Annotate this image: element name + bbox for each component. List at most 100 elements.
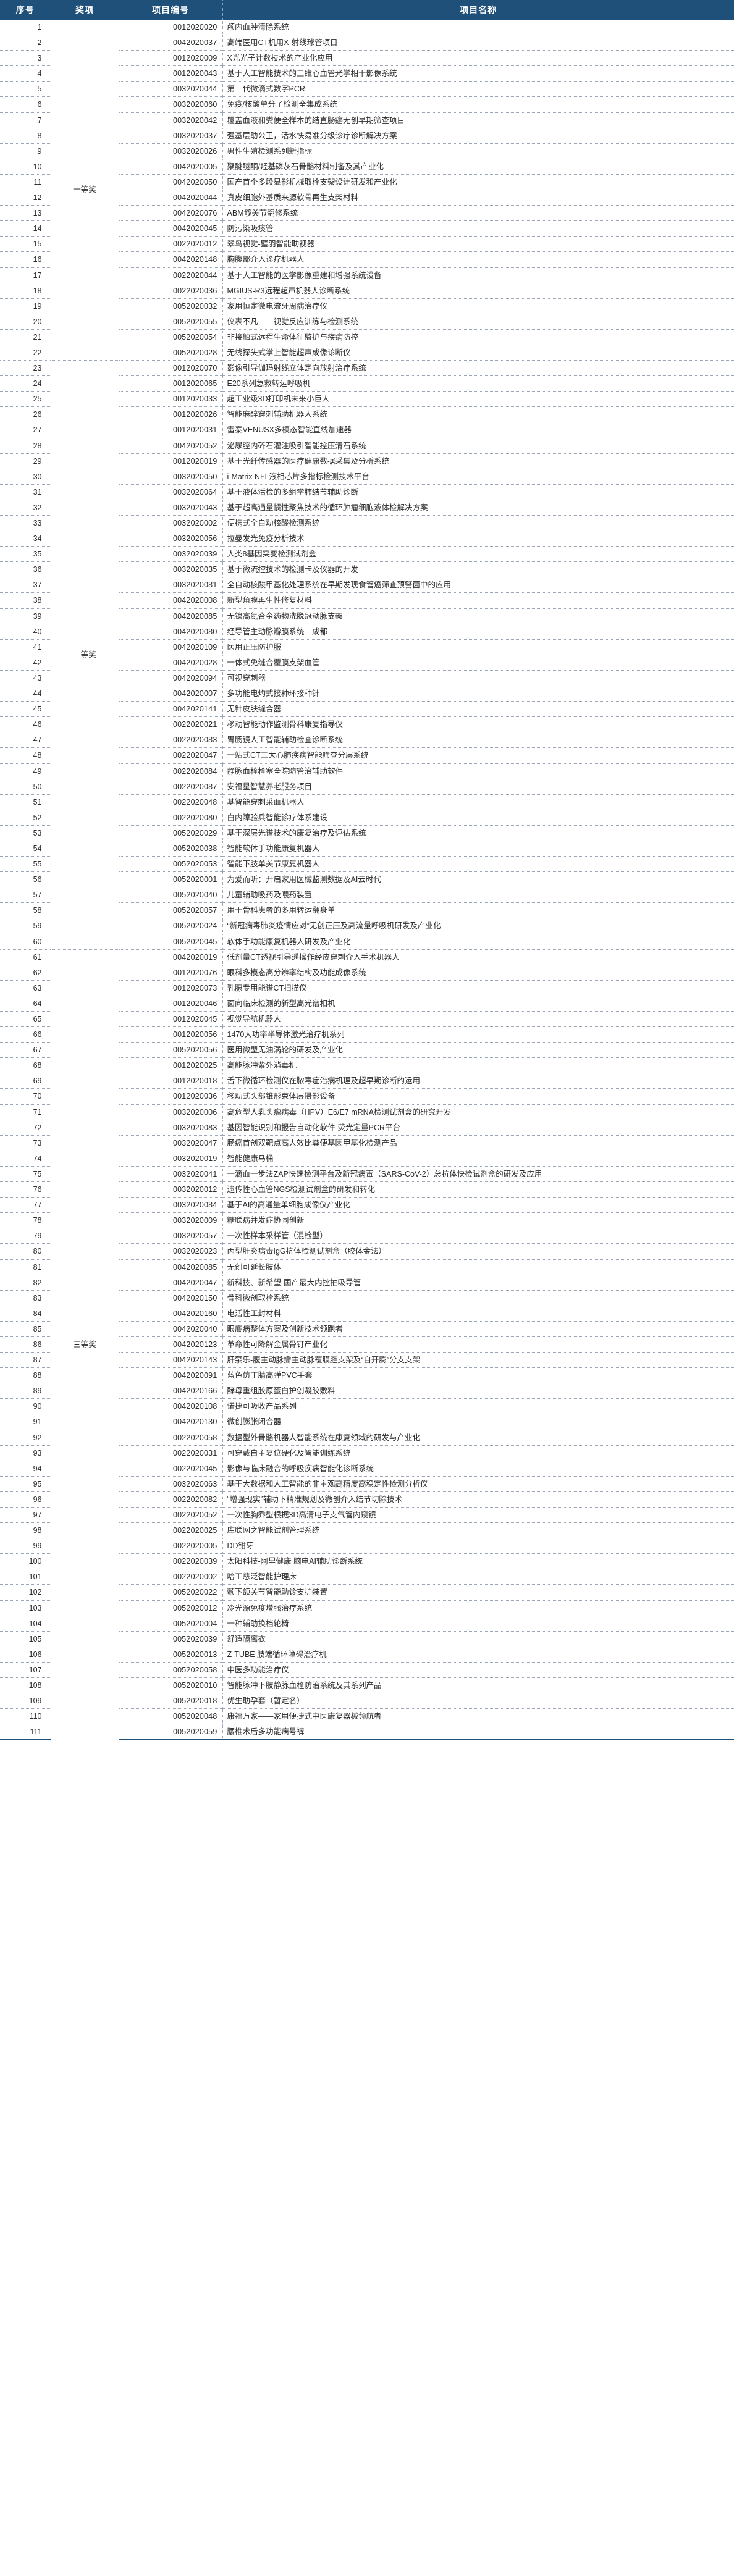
cell-project-code: 0032020026	[119, 143, 223, 159]
cell-project-name: 雷泰VENUSX多模态智能直线加速器	[222, 422, 734, 438]
cell-project-code: 0052020048	[119, 1708, 223, 1725]
cell-project-code: 0012020065	[119, 375, 223, 392]
cell-project-name: 智能麻醉穿刺辅助机器人系统	[222, 406, 734, 423]
cell-project-name: 影像与临床融合的呼吸疾病智能化诊断系统	[222, 1461, 734, 1477]
cell-project-code: 0032020035	[119, 561, 223, 578]
cell-project-code: 0052020045	[119, 934, 223, 950]
table-row: 111 0052020059 腰椎术后多功能病号裤	[0, 1724, 734, 1741]
table-row: 43 0042020094 可视穿刺器	[0, 670, 734, 687]
cell-project-code: 0052020053	[119, 856, 223, 873]
cell-award-group: 二等奖	[51, 360, 119, 950]
table-row: 71 0032020006 高危型人乳头瘤病毒（HPV）E6/E7 mRNA检测试剂…	[0, 1104, 734, 1120]
table-row: 94 0022020045 影像与临床融合的呼吸疾病智能化诊断系统	[0, 1461, 734, 1477]
cell-project-code: 0022020052	[119, 1507, 223, 1524]
table-row: 55 0052020053 智能下肢单关节康复机器人	[0, 856, 734, 873]
cell-seq: 70	[0, 1088, 51, 1105]
cell-seq: 111	[0, 1724, 51, 1741]
cell-seq: 81	[0, 1259, 51, 1275]
cell-seq: 84	[0, 1306, 51, 1322]
cell-project-name: 强基层助公卫，活水快易准分级诊疗诊断解决方案	[222, 128, 734, 144]
table-row: 38 0042020008 新型角膜再生性修复材料	[0, 592, 734, 609]
table-row: 8 0032020037 强基层助公卫，活水快易准分级诊疗诊断解决方案	[0, 128, 734, 144]
cell-seq: 32	[0, 500, 51, 516]
cell-project-name: 移动智能动作监测骨科康复指导仪	[222, 716, 734, 733]
table-row: 17 0022020044 基于人工智能的医学影像重建和增强系统设备	[0, 267, 734, 283]
cell-project-code: 0042020028	[119, 655, 223, 671]
cell-project-code: 0022020012	[119, 236, 223, 253]
table-row: 34 0032020056 拉曼发光免疫分析技术	[0, 531, 734, 547]
table-row: 83 0042020150 骨科微创取栓系统	[0, 1290, 734, 1306]
table-row: 96 0022020082 “增强现实”辅助下精准规划及微创介入结节切除技术	[0, 1491, 734, 1508]
cell-project-name: 第二代微滴式数字PCR	[222, 81, 734, 98]
cell-project-code: 0052020055	[119, 314, 223, 330]
cell-seq: 22	[0, 345, 51, 361]
award-list-document: 序号 奖项 项目编号 项目名称 1 一等奖 0012020020 颅内血肿清除系统 2 0…	[0, 0, 734, 1741]
cell-seq: 89	[0, 1383, 51, 1399]
cell-project-name: 智能软体手功能康复机器人	[222, 841, 734, 857]
cell-project-name: 安福星智慧养老服务项目	[222, 779, 734, 795]
cell-project-code: 0052020032	[119, 298, 223, 314]
cell-project-code: 0012020018	[119, 1073, 223, 1089]
cell-project-name: 可视穿刺器	[222, 670, 734, 687]
cell-seq: 83	[0, 1290, 51, 1306]
cell-project-code: 0052020038	[119, 841, 223, 857]
cell-project-name: 颅内血肿清除系统	[222, 20, 734, 36]
cell-project-code: 0052020012	[119, 1600, 223, 1616]
table-row: 6 0032020060 免疫/核酸单分子检测全集成系统	[0, 96, 734, 113]
cell-project-name: 诺捷可吸收产品系列	[222, 1398, 734, 1415]
table-row: 53 0052020029 基于深层光谱技术的康复治疗及评估系统	[0, 825, 734, 841]
cell-project-name: 一站式CT三大心肺疾病智能筛查分层系统	[222, 747, 734, 764]
cell-project-name: 胸腹部介入诊疗机器人	[222, 251, 734, 268]
cell-project-code: 0022020084	[119, 763, 223, 779]
cell-project-code: 0012020009	[119, 50, 223, 67]
cell-project-code: 0022020087	[119, 779, 223, 795]
cell-project-code: 0042020019	[119, 949, 223, 965]
cell-project-code: 0052020001	[119, 871, 223, 888]
cell-project-name: 静脉血栓栓塞全院防管治辅助软件	[222, 763, 734, 779]
table-row: 31 0032020064 基于液体活检的多组学肺结节辅助诊断	[0, 484, 734, 500]
cell-project-name: 太阳科技-阿里健康 脑电AI辅助诊断系统	[222, 1553, 734, 1570]
cell-project-name: 眼科多模态高分辨率结构及功能成像系统	[222, 965, 734, 981]
cell-project-code: 0012020070	[119, 360, 223, 377]
cell-project-name: 翠鸟视觉-璧羽智能助视器	[222, 236, 734, 253]
cell-seq: 101	[0, 1569, 51, 1585]
table-row: 47 0022020083 胃肠镜人工智能辅助检查诊断系统	[0, 732, 734, 749]
cell-seq: 78	[0, 1212, 51, 1229]
table-row: 27 0012020031 雷泰VENUSX多模态智能直线加速器	[0, 422, 734, 438]
cell-project-name: 基于AI的高通量单细胞成像仪产业化	[222, 1197, 734, 1214]
table-row: 105 0052020039 舒适隔离衣	[0, 1631, 734, 1647]
cell-project-code: 0032020023	[119, 1243, 223, 1260]
table-row: 58 0052020057 用于骨科患者的多用转运翻身单	[0, 902, 734, 919]
table-row: 48 0022020047 一站式CT三大心肺疾病智能筛查分层系统	[0, 747, 734, 764]
table-row: 86 0042020123 革命性可降解金属骨钉产业化	[0, 1336, 734, 1353]
cell-seq: 50	[0, 779, 51, 795]
cell-project-code: 0052020010	[119, 1677, 223, 1694]
table-row: 15 0022020012 翠鸟视觉-璧羽智能助视器	[0, 236, 734, 253]
cell-project-code: 0032020037	[119, 128, 223, 144]
cell-seq: 23	[0, 360, 51, 377]
cell-seq: 71	[0, 1104, 51, 1120]
cell-seq: 37	[0, 577, 51, 594]
cell-project-name: 康福万家——家用便捷式中医康复器械领航者	[222, 1708, 734, 1725]
cell-project-name: 为爱而听：开启家用医械监测数据及AI云时代	[222, 871, 734, 888]
cell-seq: 62	[0, 965, 51, 981]
cell-seq: 29	[0, 453, 51, 469]
cell-project-code: 0022020002	[119, 1569, 223, 1585]
header-row: 序号 奖项 项目编号 项目名称	[0, 0, 734, 20]
cell-project-code: 0022020039	[119, 1553, 223, 1570]
cell-seq: 80	[0, 1243, 51, 1260]
table-row: 61 三等奖 0042020019 低剂量CT透视引导遥操作经皮穿刺介入手术机器人	[0, 949, 734, 1740]
cell-seq: 38	[0, 592, 51, 609]
cell-project-code: 0042020047	[119, 1275, 223, 1291]
cell-project-name: 基于光纤传感器的医疗健康数据采集及分析系统	[222, 453, 734, 469]
table-row: 23 二等奖 0012020070 影像引导伽玛射线立体定向放射治疗系统	[0, 360, 734, 950]
table-row: 29 0012020019 基于光纤传感器的医疗健康数据采集及分析系统	[0, 453, 734, 469]
cell-seq: 76	[0, 1181, 51, 1198]
table-row: 12 0042020044 真皮细胞外基质来源软骨再生支架材料	[0, 190, 734, 206]
cell-seq: 8	[0, 128, 51, 144]
cell-project-name: 肠癌首创双靶点高人效比粪便基因甲基化检测产品	[222, 1135, 734, 1151]
cell-project-code: 0032020081	[119, 577, 223, 594]
cell-project-name: 覆盖血液和粪便全样本的结直肠癌无创早期筛查项目	[222, 112, 734, 128]
cell-project-code: 0042020045	[119, 220, 223, 237]
cell-project-name: 儿童辅助吸药及喂药装置	[222, 887, 734, 904]
